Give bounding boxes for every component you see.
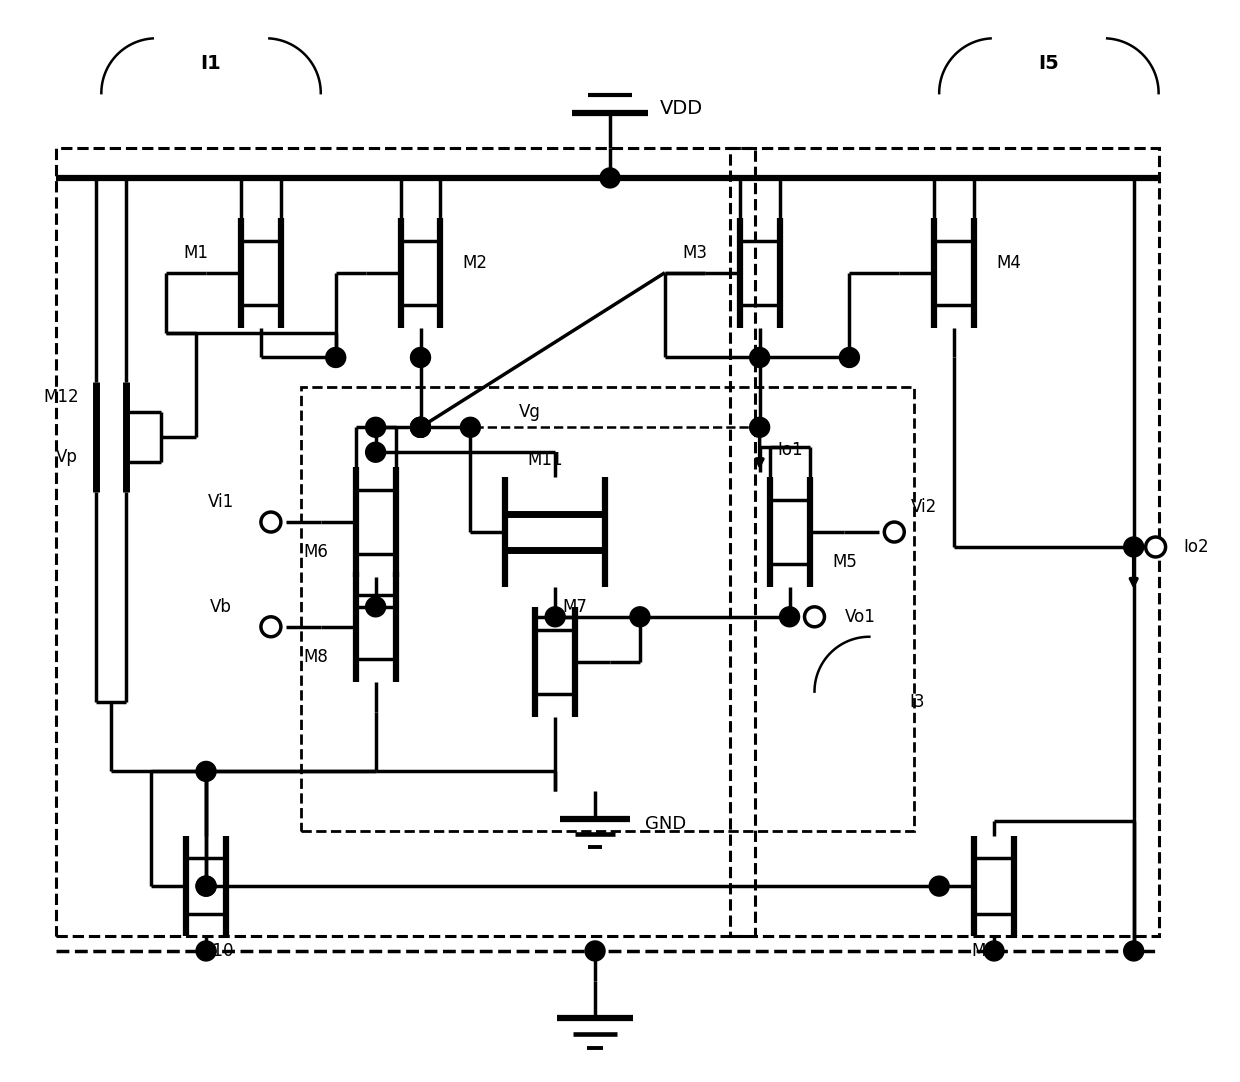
- Circle shape: [196, 762, 216, 781]
- Text: M4: M4: [997, 253, 1022, 272]
- Circle shape: [546, 607, 565, 626]
- Text: M2: M2: [463, 253, 487, 272]
- Circle shape: [1123, 537, 1143, 557]
- Text: M10: M10: [198, 942, 234, 960]
- Circle shape: [410, 418, 430, 437]
- Circle shape: [1146, 537, 1166, 557]
- Bar: [301, 387, 914, 831]
- Circle shape: [410, 347, 430, 368]
- Circle shape: [929, 876, 949, 896]
- Text: Io1: Io1: [777, 441, 804, 459]
- Text: M3: M3: [682, 243, 707, 262]
- Text: M8: M8: [304, 648, 329, 665]
- Text: M1: M1: [184, 243, 208, 262]
- Text: M6: M6: [304, 543, 329, 560]
- Circle shape: [780, 607, 800, 626]
- Text: Vb: Vb: [210, 598, 232, 616]
- Text: Io2: Io2: [1183, 538, 1209, 556]
- Text: M12: M12: [43, 388, 79, 407]
- Text: Vg: Vg: [520, 404, 541, 421]
- Circle shape: [585, 941, 605, 961]
- Circle shape: [985, 941, 1004, 961]
- Circle shape: [366, 597, 386, 617]
- Text: M11: M11: [527, 451, 563, 470]
- Circle shape: [410, 418, 430, 437]
- Circle shape: [410, 418, 430, 437]
- Text: M9: M9: [972, 942, 997, 960]
- Circle shape: [260, 617, 281, 636]
- Text: Vo1: Vo1: [844, 608, 875, 625]
- Text: M7: M7: [563, 598, 588, 616]
- Bar: [57, 148, 755, 936]
- Text: Vi2: Vi2: [911, 498, 937, 516]
- Text: VDD: VDD: [660, 98, 703, 118]
- Text: I3: I3: [909, 692, 925, 711]
- Circle shape: [260, 512, 281, 532]
- Circle shape: [196, 876, 216, 896]
- Circle shape: [884, 522, 904, 542]
- Text: M5: M5: [832, 553, 857, 571]
- Circle shape: [326, 347, 346, 368]
- Circle shape: [630, 607, 650, 626]
- Text: Vi1: Vi1: [208, 493, 234, 511]
- Circle shape: [750, 418, 770, 437]
- Bar: [729, 148, 1158, 936]
- Circle shape: [460, 418, 480, 437]
- Circle shape: [750, 347, 770, 368]
- Circle shape: [1123, 941, 1143, 961]
- Text: I1: I1: [201, 54, 222, 72]
- Text: I5: I5: [1039, 54, 1059, 72]
- Circle shape: [600, 168, 620, 188]
- Text: Vp: Vp: [56, 448, 77, 466]
- Text: GND: GND: [645, 815, 686, 833]
- Circle shape: [805, 607, 825, 626]
- Circle shape: [366, 443, 386, 462]
- Circle shape: [196, 876, 216, 896]
- Circle shape: [196, 941, 216, 961]
- Circle shape: [366, 418, 386, 437]
- Circle shape: [839, 347, 859, 368]
